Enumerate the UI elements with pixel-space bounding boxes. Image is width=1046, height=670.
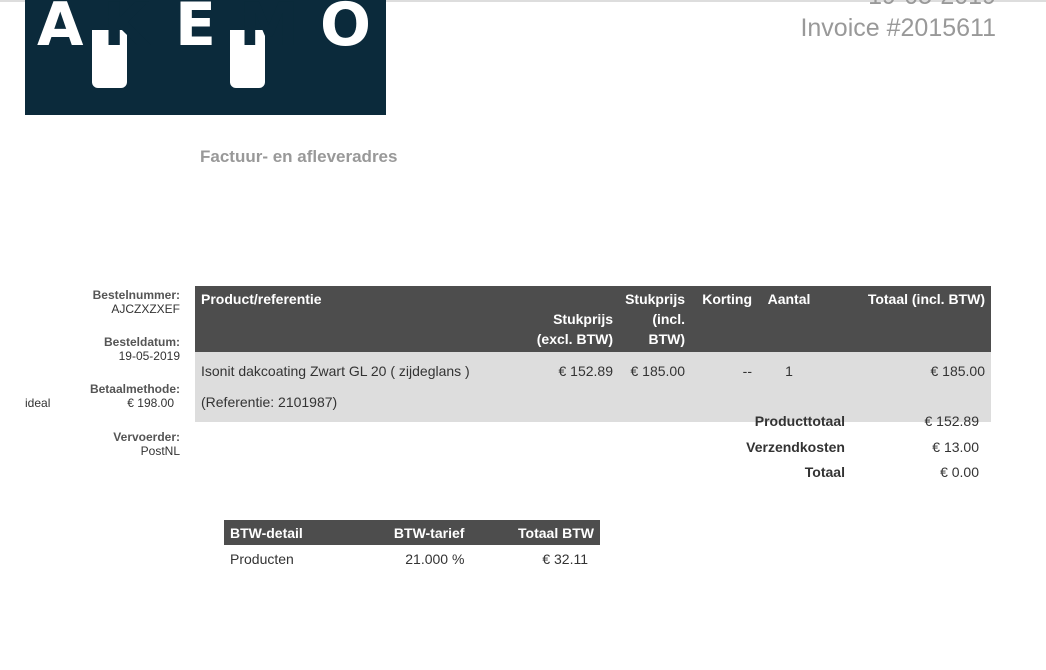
carrier-value: PostNL [140, 444, 180, 458]
producttotal-label: Producttotaal [754, 413, 845, 429]
order-date: Besteldatum: 19-05-2019 [60, 335, 180, 363]
order-number: Bestelnummer: AJCZXZXEF [60, 288, 180, 316]
payment-method: Betaalmethode: ideal € 198.00 [25, 382, 180, 410]
invoice-number: Invoice #2015611 [800, 14, 996, 42]
invoice-date: 19-05-2019 [868, 0, 996, 11]
producttotal-value: € 152.89 [924, 413, 980, 429]
quantity: 1 [758, 352, 820, 422]
order-number-value: AJCZXZXEF [111, 302, 180, 316]
product-name: Isonit dakcoating Zwart GL 20 ( zijdegla… [195, 352, 527, 422]
table-row: Isonit dakcoating Zwart GL 20 ( zijdegla… [195, 352, 991, 422]
discount: -- [691, 352, 758, 422]
vat-table: BTW-detail BTW-tarief Totaal BTW Product… [224, 520, 600, 573]
col-discount: Korting [691, 286, 758, 352]
payment-label: Betaalmethode: [89, 382, 180, 396]
order-date-label: Besteldatum: [103, 335, 180, 349]
price-incl: € 185.00 [619, 352, 691, 422]
order-number-label: Bestelnummer: [92, 288, 180, 302]
total-value: € 0.00 [940, 464, 979, 480]
shipping-value: € 13.00 [932, 439, 979, 455]
order-date-value: 19-05-2019 [118, 349, 180, 363]
row-total: € 185.00 [820, 352, 991, 422]
col-product: Product/referentie [195, 286, 527, 352]
col-qty: Aantal [758, 286, 820, 352]
col-price-incl: Stukprijs (incl. BTW) [619, 286, 691, 352]
total-label: Totaal [804, 464, 845, 480]
vat-header: BTW-detail BTW-tarief Totaal BTW [224, 520, 600, 545]
products-table: Product/referentie Stukprijs (excl. BTW)… [195, 286, 991, 422]
col-total: Totaal (incl. BTW) [820, 286, 991, 352]
vat-rate: 21.000 % [405, 551, 465, 567]
col-vat-total: Totaal BTW [470, 520, 600, 545]
carrier: Vervoerder: PostNL [60, 430, 180, 458]
vat-total: € 32.11 [542, 551, 588, 567]
payment-amount: € 198.00 [127, 396, 174, 410]
col-vat-detail: BTW-detail [224, 520, 349, 545]
payment-method-value: ideal [25, 396, 51, 410]
vat-row: Producten 21.000 % € 32.11 [224, 545, 600, 573]
address-title: Factuur- en afleveradres [200, 147, 398, 166]
table-header: Product/referentie Stukprijs (excl. BTW)… [195, 286, 991, 352]
carrier-label: Vervoerder: [113, 430, 180, 444]
col-price-excl: Stukprijs (excl. BTW) [527, 286, 619, 352]
vat-detail: Producten [230, 551, 294, 567]
shipping-label: Verzendkosten [746, 439, 845, 455]
col-vat-rate: BTW-tarief [348, 520, 471, 545]
price-excl: € 152.89 [527, 352, 619, 422]
top-border [0, 0, 1046, 2]
